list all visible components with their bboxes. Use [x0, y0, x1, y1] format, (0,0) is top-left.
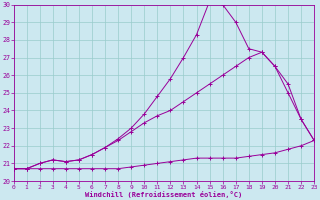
X-axis label: Windchill (Refroidissement éolien,°C): Windchill (Refroidissement éolien,°C) — [85, 191, 243, 198]
